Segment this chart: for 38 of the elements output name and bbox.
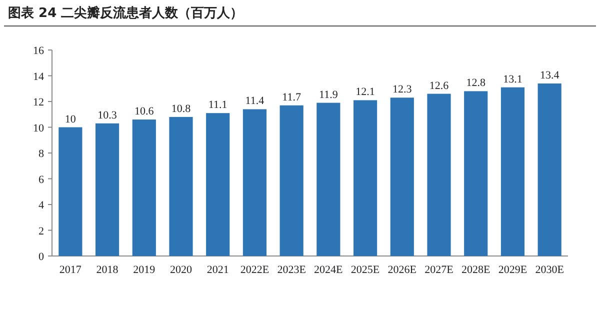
y-tick-label: 10: [33, 122, 44, 134]
data-label: 12.3: [392, 84, 412, 96]
x-tick-label: 2027E: [424, 264, 454, 276]
data-label: 13.1: [503, 73, 522, 86]
y-tick-label: 2: [38, 225, 44, 238]
x-tick-label: 2020: [170, 264, 192, 276]
data-label: 11.1: [208, 99, 228, 112]
x-tick-label: 2019: [133, 264, 156, 276]
data-label: 10.3: [98, 109, 118, 122]
x-tick-label: 2018: [96, 264, 119, 276]
data-label: 10: [64, 113, 76, 126]
x-tick-label: 2028E: [461, 264, 490, 276]
y-tick-label: 14: [33, 70, 44, 83]
x-tick-label: 2023E: [277, 264, 306, 276]
y-tick-label: 12: [33, 96, 44, 108]
data-label: 12.8: [466, 77, 486, 90]
x-tick-label: 2024E: [314, 264, 344, 276]
y-tick-label: 4: [38, 200, 44, 212]
x-tick-label: 2022E: [240, 264, 270, 276]
chart-title: 图表 24 二尖瓣反流患者人数（百万人）: [8, 5, 244, 21]
data-label: 10.8: [171, 102, 192, 115]
y-tick-label: 6: [38, 174, 44, 186]
data-label: 10.6: [134, 106, 154, 118]
data-label: 11.7: [282, 91, 302, 104]
data-label: 13.4: [540, 69, 560, 82]
x-tick-label: 2029E: [498, 264, 528, 276]
x-tick-label: 2026E: [388, 264, 417, 276]
x-tick-label: 2030E: [535, 264, 564, 276]
y-tick-label: 16: [33, 45, 44, 57]
data-label: 12.1: [356, 86, 375, 98]
x-tick-label: 2021: [206, 264, 229, 276]
data-label: 12.6: [429, 80, 450, 92]
x-tick-label: 2025E: [350, 264, 380, 276]
x-tick-label: 2017: [59, 264, 82, 276]
y-tick-label: 0: [38, 251, 44, 263]
data-label: 11.4: [245, 95, 265, 108]
y-tick-label: 8: [38, 148, 44, 160]
data-label: 11.9: [319, 88, 338, 101]
